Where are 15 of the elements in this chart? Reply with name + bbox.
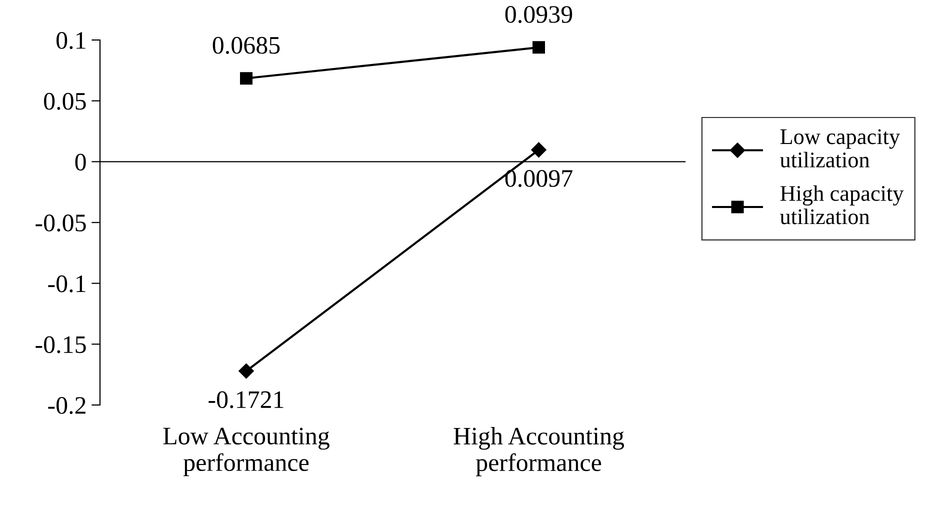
x-tick-label: High Accounting performance <box>454 427 624 476</box>
y-tick-label: -0.1 <box>48 275 86 292</box>
data-label: -0.1721 <box>208 391 284 408</box>
legend-label: Low capacity utilization <box>780 129 900 168</box>
data-label: 0.0097 <box>505 170 572 188</box>
y-tick-label: 0 <box>75 154 86 171</box>
legend-label: High capacity utilization <box>780 185 904 224</box>
data-label: 0.0939 <box>505 6 572 24</box>
y-tick-label: -0.15 <box>36 336 86 354</box>
data-label: 0.0685 <box>212 36 280 54</box>
y-tick-label: 0.1 <box>56 32 86 50</box>
y-tick-label: -0.2 <box>48 397 86 414</box>
x-tick-label: Low Accounting performance <box>163 428 330 476</box>
y-tick-label: -0.05 <box>36 214 86 232</box>
y-tick-label: 0.05 <box>44 92 86 110</box>
